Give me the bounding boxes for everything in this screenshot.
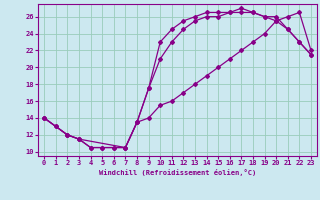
X-axis label: Windchill (Refroidissement éolien,°C): Windchill (Refroidissement éolien,°C) <box>99 169 256 176</box>
